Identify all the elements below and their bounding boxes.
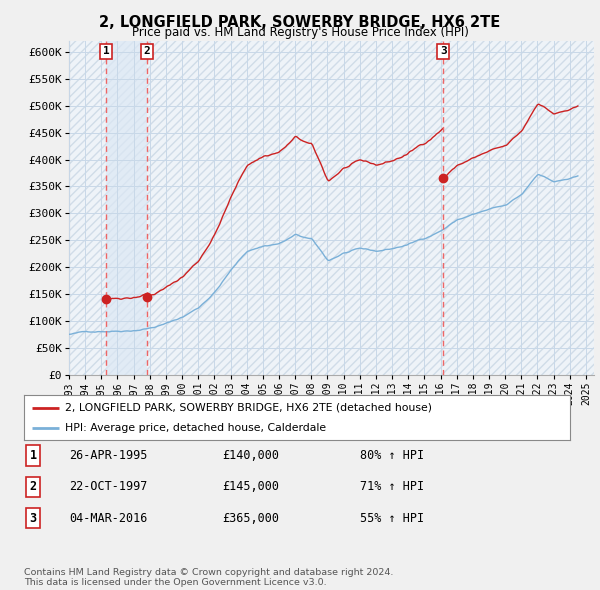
Text: Price paid vs. HM Land Registry's House Price Index (HPI): Price paid vs. HM Land Registry's House … <box>131 26 469 39</box>
Text: 2, LONGFIELD PARK, SOWERBY BRIDGE, HX6 2TE (detached house): 2, LONGFIELD PARK, SOWERBY BRIDGE, HX6 2… <box>65 403 432 412</box>
Text: £140,000: £140,000 <box>222 449 279 462</box>
Text: 3: 3 <box>440 46 446 56</box>
Text: 2, LONGFIELD PARK, SOWERBY BRIDGE, HX6 2TE: 2, LONGFIELD PARK, SOWERBY BRIDGE, HX6 2… <box>100 15 500 30</box>
Text: 3: 3 <box>29 512 37 525</box>
Text: 2: 2 <box>29 480 37 493</box>
Text: 1: 1 <box>103 46 109 56</box>
Text: 71% ↑ HPI: 71% ↑ HPI <box>360 480 424 493</box>
Text: 2: 2 <box>143 46 150 56</box>
Text: 22-OCT-1997: 22-OCT-1997 <box>69 480 148 493</box>
Text: £145,000: £145,000 <box>222 480 279 493</box>
Text: 80% ↑ HPI: 80% ↑ HPI <box>360 449 424 462</box>
Text: 26-APR-1995: 26-APR-1995 <box>69 449 148 462</box>
Text: 1: 1 <box>29 449 37 462</box>
Text: HPI: Average price, detached house, Calderdale: HPI: Average price, detached house, Cald… <box>65 424 326 434</box>
Text: £365,000: £365,000 <box>222 512 279 525</box>
Text: Contains HM Land Registry data © Crown copyright and database right 2024.
This d: Contains HM Land Registry data © Crown c… <box>24 568 394 587</box>
Text: 04-MAR-2016: 04-MAR-2016 <box>69 512 148 525</box>
Bar <box>106 41 146 375</box>
Text: 55% ↑ HPI: 55% ↑ HPI <box>360 512 424 525</box>
